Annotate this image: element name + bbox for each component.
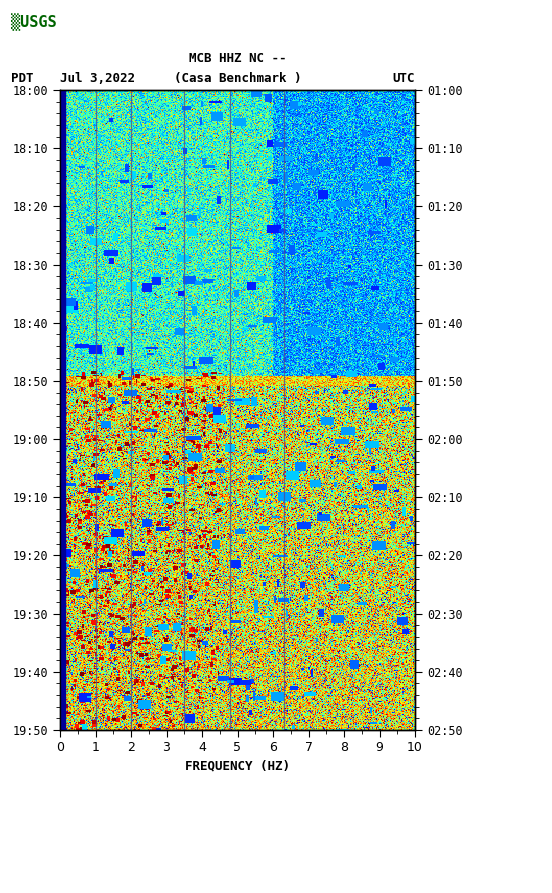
Text: ▒USGS: ▒USGS <box>11 13 57 31</box>
X-axis label: FREQUENCY (HZ): FREQUENCY (HZ) <box>185 760 290 772</box>
Bar <box>60 90 65 730</box>
Text: UTC: UTC <box>392 72 415 85</box>
Text: (Casa Benchmark ): (Casa Benchmark ) <box>174 72 301 85</box>
Text: Jul 3,2022: Jul 3,2022 <box>60 72 135 85</box>
Text: PDT: PDT <box>11 72 34 85</box>
Text: MCB HHZ NC --: MCB HHZ NC -- <box>189 52 286 64</box>
